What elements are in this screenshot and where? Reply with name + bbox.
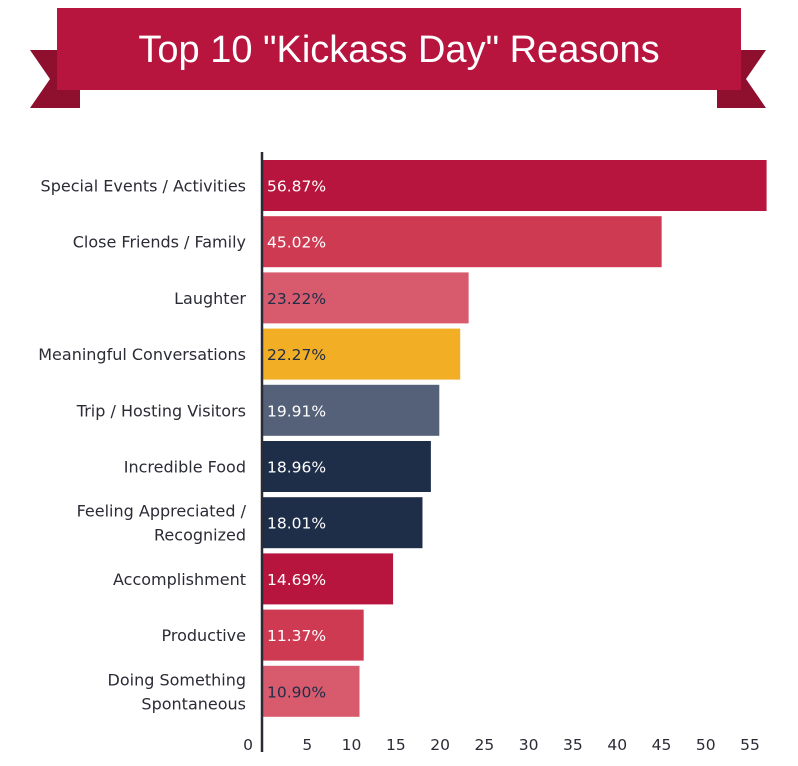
category-label-3: Laughter [174,289,246,308]
value-label-10: 10.90% [267,683,326,701]
category-labels: Special Events / Activities Close Friends… [38,177,246,714]
x-tick-label-55: 55 [740,736,760,754]
bar-2 [263,216,662,268]
bar-3 [263,272,469,324]
x-tick-label-25: 25 [475,736,495,754]
value-label-9: 11.37% [267,627,326,645]
bar-6 [263,441,431,492]
category-label-2: Close Friends / Family [73,233,246,252]
bar-5 [263,384,440,436]
value-label-8: 14.69% [267,571,326,589]
x-tick-label-20: 20 [430,736,450,754]
bar-8 [263,553,394,605]
category-label-5: Trip / Hosting Visitors [76,401,246,420]
category-label-6: Incredible Food [124,458,246,477]
x-tick-label-0: 0 [243,736,253,754]
value-label-2: 45.02% [267,234,326,252]
bar-9 [263,609,364,661]
bar-7 [263,497,423,549]
category-label-7: Feeling Appreciated / Recognized [77,502,247,545]
bars-layer: 56.87% 45.02% 23.22% 22.27% 19.91% 18.96% 18.0… [263,160,767,717]
x-tick-label-5: 5 [302,736,312,754]
category-label-9: Productive [161,626,246,645]
x-axis: 0 5 10 15 20 25 30 35 40 45 50 55 [243,152,760,754]
category-label-8: Accomplishment [113,570,246,589]
x-tick-label-35: 35 [563,736,583,754]
title-banner: Top 10 "Kickass Day" Reasons [30,8,766,108]
value-label-3: 23.22% [267,290,326,308]
x-tick-label-45: 45 [652,736,672,754]
bar-1 [263,160,767,211]
x-tick-label-50: 50 [696,736,716,754]
bar-10 [263,665,360,717]
bar-4 [263,328,461,380]
chart-title: Top 10 "Kickass Day" Reasons [138,29,659,71]
value-label-7: 18.01% [267,515,326,533]
value-label-6: 18.96% [267,459,326,477]
x-tick-label-10: 10 [342,736,362,754]
x-tick-label-15: 15 [386,736,406,754]
x-tick-label-40: 40 [607,736,627,754]
value-label-4: 22.27% [267,346,326,364]
value-label-5: 19.91% [267,402,326,420]
category-label-1: Special Events / Activities [41,177,246,196]
banner-body [57,8,741,90]
category-label-4: Meaningful Conversations [38,345,246,364]
category-label-10: Doing Something Spontaneous [108,670,246,713]
x-tick-label-30: 30 [519,736,539,754]
value-label-1: 56.87% [267,178,326,196]
